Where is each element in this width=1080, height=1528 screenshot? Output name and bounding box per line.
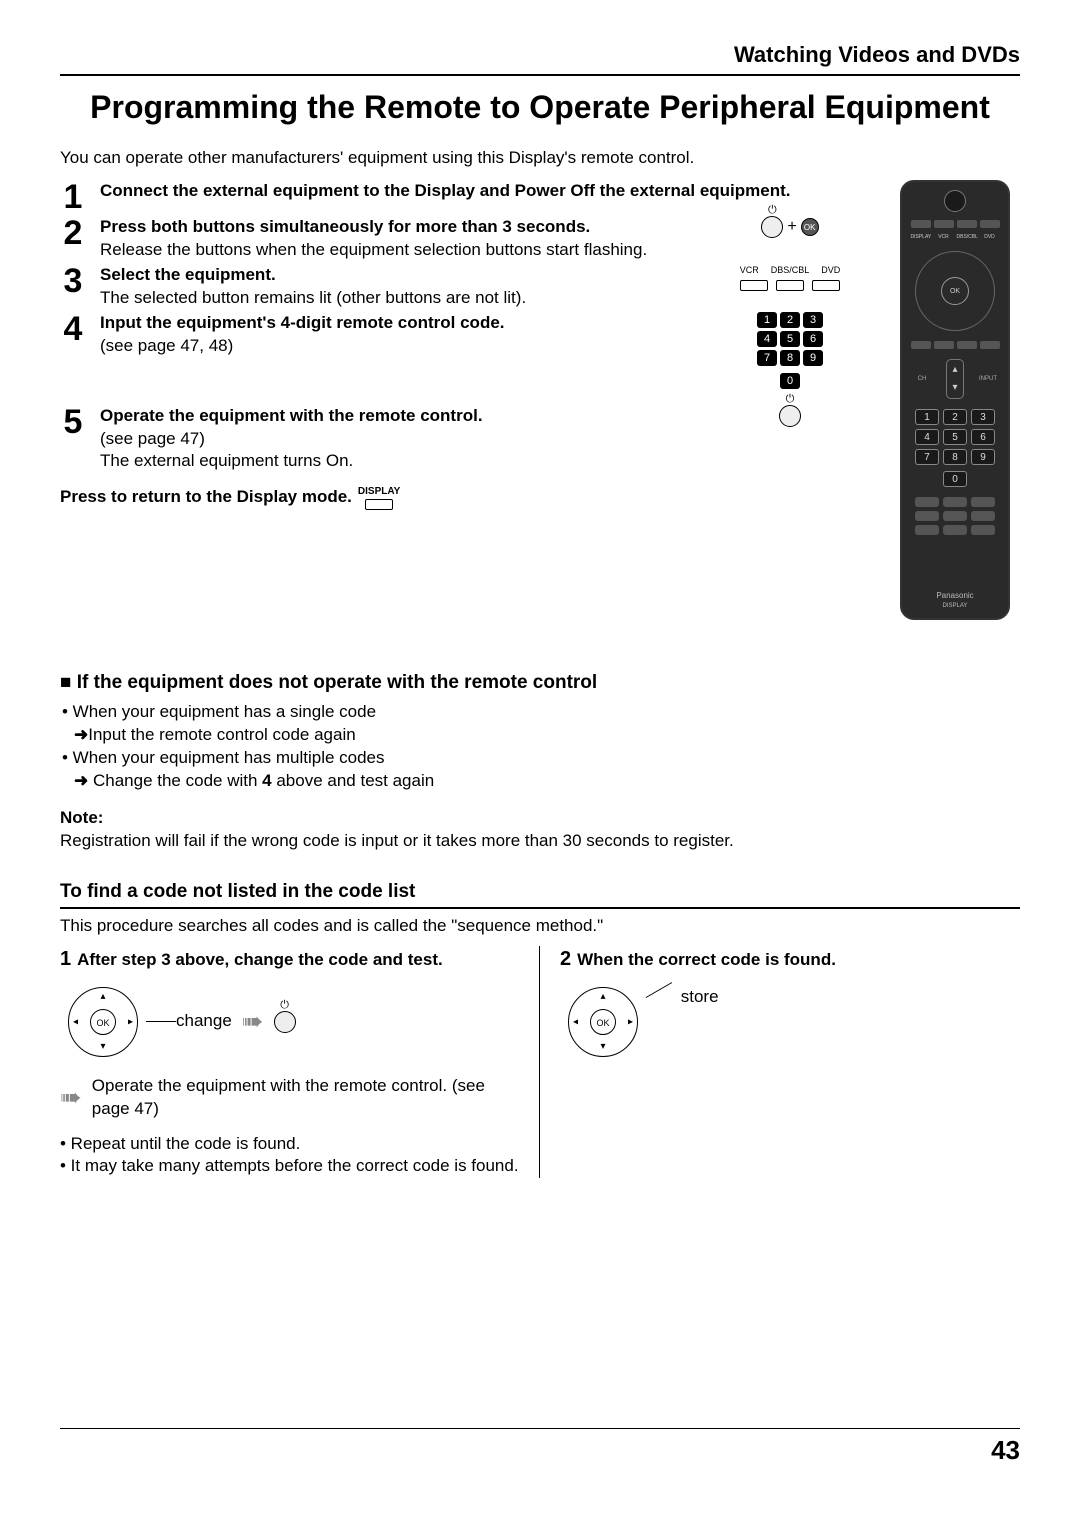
key-8: 8 (780, 350, 800, 366)
step-2-icons: + OK (710, 216, 870, 262)
step-subtext: (see page 47) (100, 428, 710, 451)
divider (60, 74, 1020, 76)
connector-line (646, 982, 672, 998)
power-icon (779, 405, 801, 427)
find-col-2: 2 When the correct code is found. ▴▾◂▸ O… (540, 946, 1020, 1179)
trouble-b1a: Input the remote control code again (74, 724, 1020, 747)
power-icon (274, 1011, 296, 1033)
find-col1-num: 1 (60, 946, 71, 973)
vcr-button-icon (740, 280, 768, 291)
section-header: Watching Videos and DVDs (60, 40, 1020, 70)
key-2: 2 (780, 312, 800, 328)
page-number: 43 (60, 1433, 1020, 1468)
dvd-button-icon (812, 280, 840, 291)
store-label: store (681, 987, 719, 1006)
dvd-label: DVD (821, 264, 840, 276)
dbs-button-icon (776, 280, 804, 291)
key-6: 6 (803, 331, 823, 347)
key-7: 7 (757, 350, 777, 366)
find-col2-num: 2 (560, 946, 571, 973)
remote-ok: OK (941, 277, 969, 305)
remote-mode-row (911, 220, 1000, 228)
remote-brand: Panasonic DISPLAY (936, 591, 973, 610)
remote-rocker: ▴▾ (946, 359, 964, 399)
step-title: Connect the external equipment to the Di… (100, 180, 870, 203)
display-button-icon (365, 499, 393, 510)
find-intro: This procedure searches all codes and is… (60, 915, 1020, 938)
step-number: 2 (60, 216, 86, 250)
key-4: 4 (757, 331, 777, 347)
key-0: 0 (780, 373, 800, 389)
navpad-ok: OK (590, 1009, 616, 1035)
step-title: Select the equipment. (100, 264, 710, 287)
remote-numpad: 123 456 789 (915, 409, 995, 465)
press-return-text: Press to return to the Display mode. (60, 486, 352, 509)
step-3-icons: VCR DBS/CBL DVD (710, 264, 870, 310)
key-1: 1 (757, 312, 777, 328)
step-subtext: Release the buttons when the equipment s… (100, 239, 710, 262)
find-heading: To find a code not listed in the code li… (60, 879, 1020, 909)
note-text: Registration will fail if the wrong code… (60, 830, 1020, 853)
display-label: DISPLAY (358, 485, 400, 499)
find-r2: • It may take many attempts before the c… (60, 1155, 519, 1178)
key-3: 3 (803, 312, 823, 328)
remote-illustration: DISPLAYVCRDBS/CBLDVD OK CH ▴▾ INPUT 123 … (890, 180, 1020, 620)
press-return-row: Press to return to the Display mode. DIS… (60, 485, 870, 510)
footer-divider (60, 1428, 1020, 1429)
power-icon (761, 216, 783, 238)
step-2: 2 Press both buttons simultaneously for … (60, 216, 870, 262)
steps-list: 1 Connect the external equipment to the … (60, 180, 870, 510)
remote-ch-input: CH ▴▾ INPUT (904, 359, 1006, 399)
find-col-1: 1 After step 3 above, change the code an… (60, 946, 540, 1179)
remote-num-row (911, 341, 1000, 349)
step-4: 4 Input the equipment's 4-digit remote c… (60, 312, 870, 389)
change-label: change (176, 1010, 232, 1033)
step-title: Operate the equipment with the remote co… (100, 405, 710, 428)
step-subtext: (see page 47, 48) (100, 335, 710, 358)
trouble-b1: • When your equipment has a single code (62, 701, 1020, 724)
arrow-icon: ➠ (242, 1004, 264, 1039)
step-3: 3 Select the equipment. The selected but… (60, 264, 870, 310)
key-9: 9 (803, 350, 823, 366)
find-r1: • Repeat until the code is found. (60, 1133, 519, 1156)
remote-key-0: 0 (943, 471, 967, 487)
step-title: Input the equipment's 4-digit remote con… (100, 312, 710, 335)
step-4-keypad: 1 2 3 4 5 6 7 8 9 0 (710, 312, 870, 389)
step-subtext: The selected button remains lit (other b… (100, 287, 710, 310)
note-label: Note: (60, 807, 1020, 830)
step-number: 3 (60, 264, 86, 298)
input-label: INPUT (970, 375, 1006, 383)
trouble-b2a: Change the code with 4 above and test ag… (74, 770, 1020, 793)
step-5: 5 Operate the equipment with the remote … (60, 405, 870, 474)
remote-extra-rows (915, 497, 995, 535)
navpad-icon: ▴▾◂▸ OK (568, 987, 638, 1057)
step-1: 1 Connect the external equipment to the … (60, 180, 870, 214)
operate-text: Operate the equipment with the remote co… (92, 1075, 519, 1121)
step-number: 5 (60, 405, 86, 439)
step-number: 1 (60, 180, 86, 214)
ok-icon: OK (801, 218, 819, 236)
remote-navpad: OK (915, 251, 995, 331)
navpad-ok: OK (90, 1009, 116, 1035)
step-title: Press both buttons simultaneously for mo… (100, 216, 710, 239)
key-5: 5 (780, 331, 800, 347)
find-col1-head: After step 3 above, change the code and … (77, 949, 443, 972)
plus-icon: + (787, 216, 796, 238)
step-subtext-2: The external equipment turns On. (100, 450, 710, 473)
find-col2-head: When the correct code is found. (577, 949, 836, 972)
step-number: 4 (60, 312, 86, 346)
remote-mode-labels: DISPLAYVCRDBS/CBLDVD (911, 234, 1000, 241)
navpad-icon: ▴▾◂▸ OK (68, 987, 138, 1057)
remote-ir-icon (944, 190, 966, 212)
connector-line (146, 1021, 176, 1022)
vcr-label: VCR (740, 264, 759, 276)
trouble-b2: • When your equipment has multiple codes (62, 747, 1020, 770)
ch-label: CH (904, 375, 940, 383)
trouble-heading: If the equipment does not operate with t… (60, 670, 1020, 696)
page-title: Programming the Remote to Operate Periph… (60, 86, 1020, 129)
arrow-icon: ➠ (60, 1080, 82, 1115)
intro-text: You can operate other manufacturers' equ… (60, 147, 1020, 170)
dbs-label: DBS/CBL (771, 264, 810, 276)
step-5-icon (710, 405, 870, 474)
